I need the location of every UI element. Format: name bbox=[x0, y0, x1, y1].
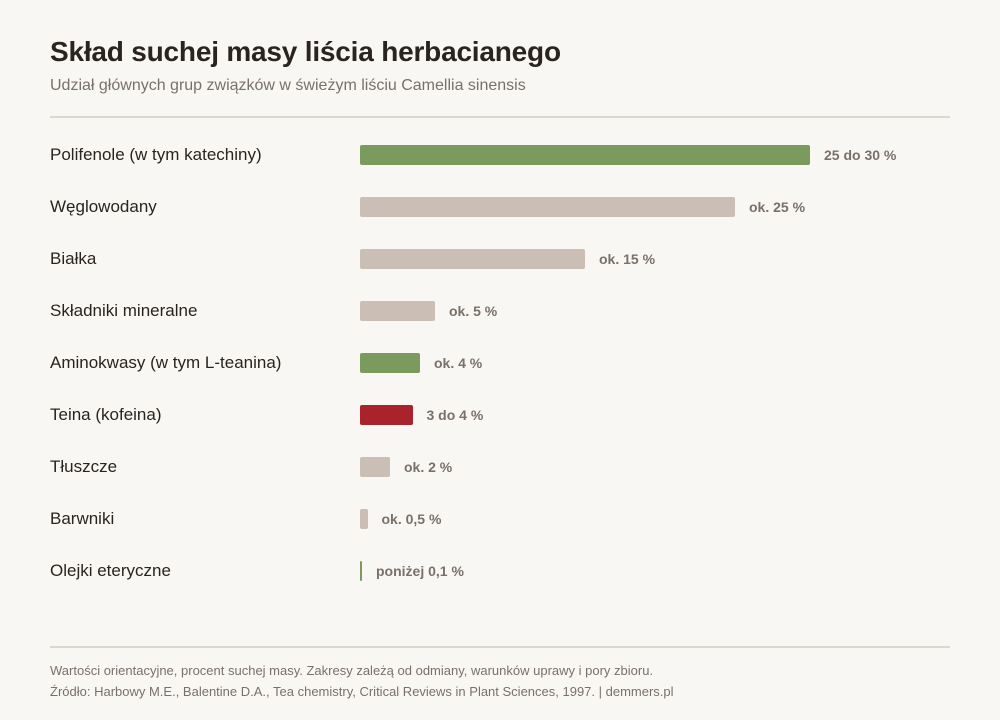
value-label: ok. 2 % bbox=[404, 459, 453, 475]
chart-title: Skład suchej masy liścia herbacianego bbox=[50, 36, 561, 67]
footer-note: Wartości orientacyjne, procent suchej ma… bbox=[50, 663, 654, 678]
category-label: Składniki mineralne bbox=[50, 301, 198, 320]
category-label: Węglowodany bbox=[50, 197, 157, 216]
chart-row: Aminokwasy (w tym L-teanina) ok. 4 % bbox=[0, 343, 1000, 383]
bar bbox=[360, 145, 810, 165]
chart-row: Barwniki ok. 0,5 % bbox=[0, 499, 1000, 539]
value-label: ok. 5 % bbox=[449, 303, 498, 319]
bar bbox=[360, 561, 362, 581]
category-label: Teina (kofeina) bbox=[50, 405, 162, 424]
value-label: 3 do 4 % bbox=[426, 407, 484, 423]
category-label: Barwniki bbox=[50, 509, 115, 528]
bar bbox=[360, 405, 413, 425]
category-label: Olejki eteryczne bbox=[50, 561, 171, 580]
chart-row: Białka ok. 15 % bbox=[0, 239, 1000, 279]
chart-row: Węglowodany ok. 25 % bbox=[0, 187, 1000, 227]
bar bbox=[360, 197, 735, 217]
category-label: Polifenole (w tym katechiny) bbox=[50, 145, 262, 164]
value-label: ok. 0,5 % bbox=[381, 511, 442, 527]
bar bbox=[360, 249, 585, 269]
category-label: Tłuszcze bbox=[50, 457, 118, 476]
footer-source: Źródło: Harbowy M.E., Balentine D.A., Te… bbox=[50, 684, 674, 699]
bar bbox=[360, 457, 390, 477]
bottom-divider bbox=[50, 646, 950, 648]
chart-row: Polifenole (w tym katechiny) 25 do 30 % bbox=[0, 135, 1000, 175]
value-label: ok. 4 % bbox=[434, 355, 483, 371]
bar bbox=[360, 301, 435, 321]
chart-row: Teina (kofeina) 3 do 4 % bbox=[0, 395, 1000, 435]
top-divider bbox=[50, 116, 950, 118]
chart-row: Olejki eteryczne poniżej 0,1 % bbox=[0, 551, 1000, 591]
value-label: ok. 25 % bbox=[749, 199, 806, 215]
value-label: 25 do 30 % bbox=[824, 147, 897, 163]
bar bbox=[360, 353, 420, 373]
chart-row: Składniki mineralne ok. 5 % bbox=[0, 291, 1000, 331]
chart-subtitle: Udział głównych grup związków w świeżym … bbox=[50, 77, 526, 94]
chart-row: Tłuszcze ok. 2 % bbox=[0, 447, 1000, 487]
value-label: ok. 15 % bbox=[599, 251, 656, 267]
category-label: Białka bbox=[50, 249, 97, 268]
value-label: poniżej 0,1 % bbox=[376, 563, 464, 579]
category-label: Aminokwasy (w tym L-teanina) bbox=[50, 353, 282, 372]
footer: Wartości orientacyjne, procent suchej ma… bbox=[50, 660, 674, 702]
bar bbox=[360, 509, 368, 529]
